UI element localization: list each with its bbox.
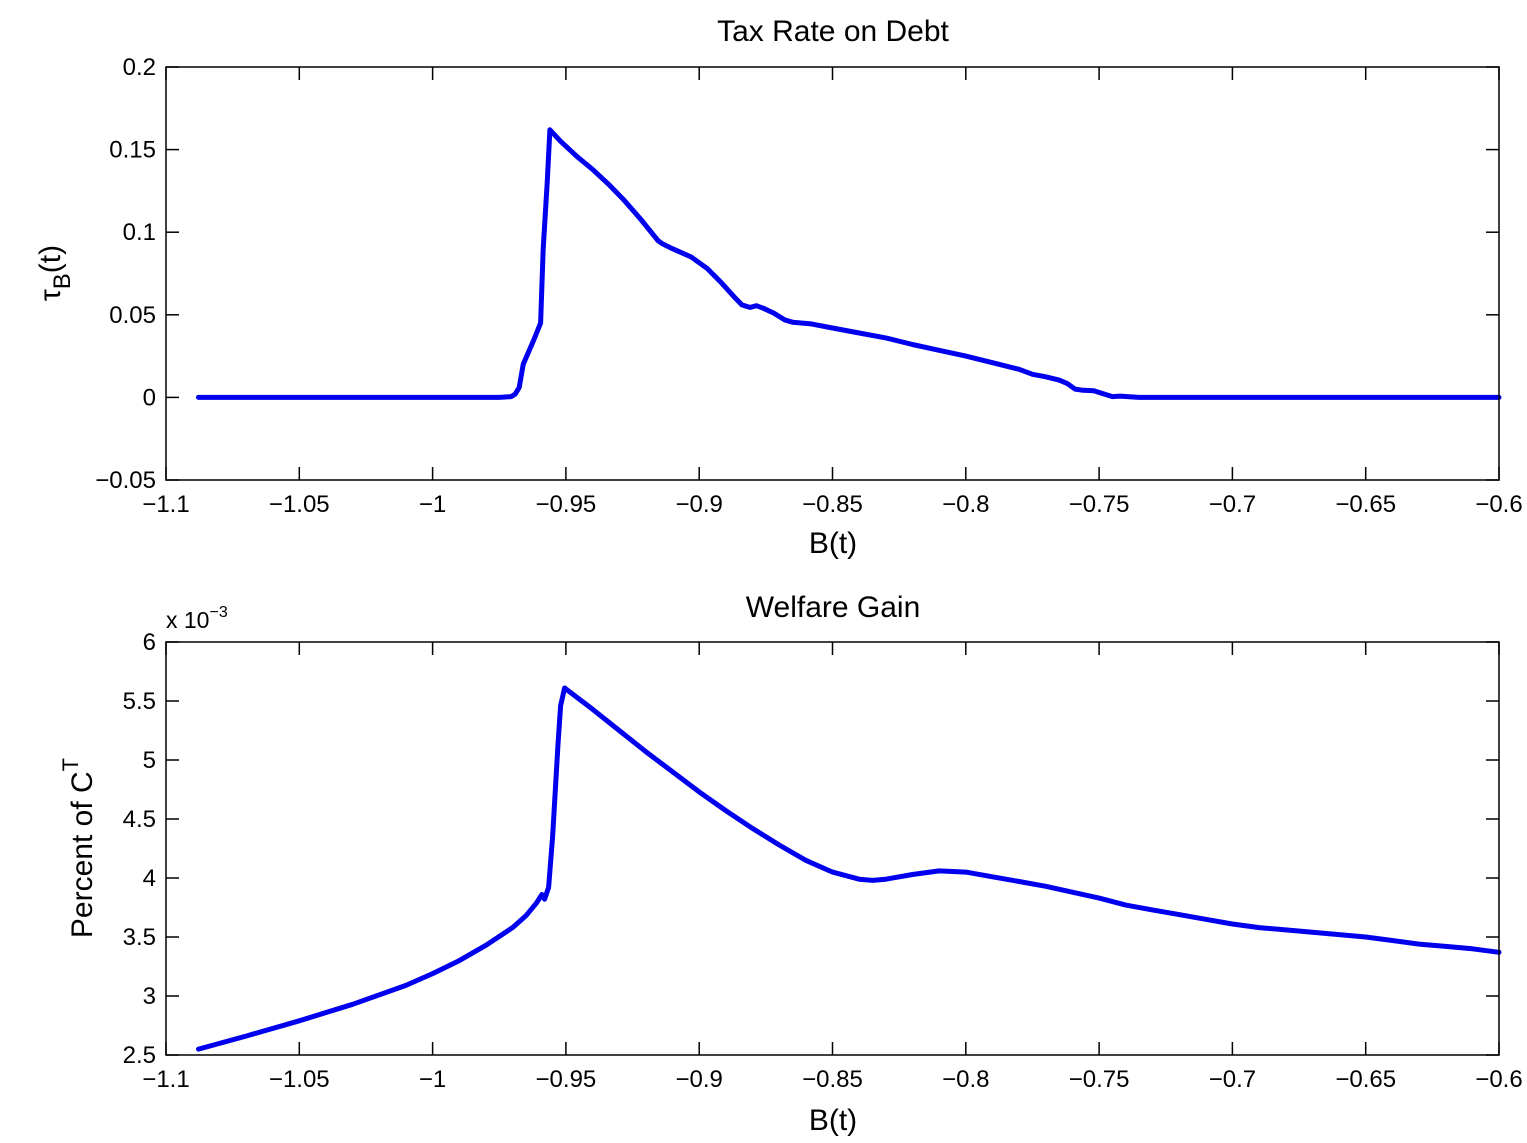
x-tick-label: −1.05: [269, 491, 330, 518]
x-tick-label: −1.1: [142, 1066, 189, 1093]
x-tick-label: −0.7: [1209, 1066, 1256, 1093]
y-tick-labels: 2.5 3 3.5 4 4.5 5 5.5 6: [123, 629, 156, 1069]
x-tick-label: −0.75: [1069, 1066, 1130, 1093]
x-tick-label: −0.9: [676, 491, 723, 518]
plot-frame: [165, 641, 1500, 1056]
chart-title: Welfare Gain: [746, 591, 921, 624]
y-axis-label-superscript: T: [58, 758, 83, 771]
x-tick-label: −0.65: [1335, 491, 1396, 518]
y-axis-label-suffix: (t): [34, 245, 67, 273]
x-tick-label: −0.65: [1335, 1066, 1396, 1093]
y-tick-label: 2.5: [123, 1042, 156, 1069]
y-tick-label: 5: [143, 747, 156, 774]
x-axis-label: B(t): [809, 1104, 857, 1137]
tax-rate-series-line: [196, 127, 1502, 400]
x-tick-label: −0.75: [1069, 491, 1130, 518]
y-axis-label: τB(t): [34, 245, 76, 301]
x-axis-label: B(t): [809, 527, 857, 560]
x-tick-label: −1: [419, 491, 446, 518]
y-scale-multiplier: x 10−3: [166, 604, 228, 633]
y-tick-label: 0.05: [109, 302, 156, 329]
y-tick-labels: −0.05 0 0.05 0.1 0.15 0.2: [95, 54, 156, 494]
plot-frame: [165, 66, 1500, 481]
x-tick-label: −1: [419, 1066, 446, 1093]
x-tick-labels: −1.1 −1.05 −1 −0.95 −0.9 −0.85 −0.8 −0.75 −0.7 −0…: [142, 1066, 1522, 1093]
chart-title: Tax Rate on Debt: [717, 15, 949, 48]
y-tick-label: 0.1: [123, 219, 156, 246]
x-tick-label: −0.6: [1475, 491, 1522, 518]
x-tick-label: −0.95: [536, 1066, 597, 1093]
x-tick-label: −0.85: [802, 491, 863, 518]
y-tick-label: 5.5: [123, 688, 156, 715]
welfare-gain-panel: Welfare Gain x 10−3 −1.1 −1.05 −1 −0.95 −0.9…: [58, 591, 1523, 1137]
y-axis-label-main: τ: [34, 289, 67, 301]
x-tick-label: −0.95: [536, 491, 597, 518]
x-tick-label: −0.7: [1209, 491, 1256, 518]
tick-marks: [165, 641, 1500, 1056]
y-tick-label: 4.5: [123, 806, 156, 833]
svg-text:Percent of CT: Percent of CT: [58, 758, 99, 938]
x-tick-label: −1.1: [142, 491, 189, 518]
x-tick-label: −1.05: [269, 1066, 330, 1093]
y-tick-label: 0.2: [123, 54, 156, 81]
y-tick-label: 3: [143, 983, 156, 1010]
tax-rate-panel: Tax Rate on Debt −1.1 −1.05 −1 −0.95 −0.9 −0.…: [34, 15, 1523, 560]
y-tick-label: 4: [143, 865, 156, 892]
y-tick-label: 0.15: [109, 137, 156, 164]
x-tick-label: −0.8: [942, 1066, 989, 1093]
x-tick-label: −0.9: [676, 1066, 723, 1093]
y-axis-label-subscript: B: [49, 273, 76, 289]
x-tick-label: −0.8: [942, 491, 989, 518]
y-axis-label: Percent of CT: [58, 758, 99, 938]
y-tick-label: 6: [143, 629, 156, 656]
x-tick-label: −0.6: [1475, 1066, 1522, 1093]
svg-text:τB(t): τB(t): [34, 245, 76, 301]
y-tick-label: 0: [143, 384, 156, 411]
y-tick-label: −0.05: [95, 467, 156, 494]
y-axis-label-main: Percent of C: [66, 771, 99, 938]
x-tick-labels: −1.1 −1.05 −1 −0.95 −0.9 −0.85 −0.8 −0.75 −0.7 −0…: [142, 491, 1522, 518]
welfare-gain-series-line: [196, 685, 1502, 1052]
x-tick-label: −0.85: [802, 1066, 863, 1093]
tick-marks: [165, 66, 1500, 481]
y-tick-label: 3.5: [123, 924, 156, 951]
